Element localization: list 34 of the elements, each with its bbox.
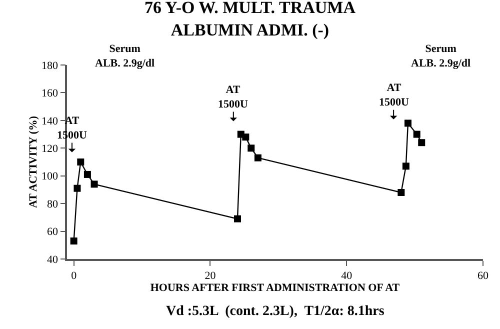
text: Vd :5.3L (cont. 2.3L), T1/2α: 8.1hrs — [166, 304, 385, 319]
y-tick-label: 140 — [42, 115, 59, 128]
annotation: AT 1500U — [379, 82, 409, 108]
point — [254, 154, 262, 162]
point — [413, 130, 420, 138]
y-tick-label: 40 — [47, 254, 59, 266]
y-tick-label: 80 — [47, 198, 59, 210]
point — [242, 134, 250, 141]
annotation: Serum ALB. 2.9g/dl — [411, 43, 471, 70]
y-tick-label: 180 — [42, 60, 59, 72]
point — [234, 215, 241, 222]
x-tick-label: 20 — [204, 270, 216, 282]
point — [248, 144, 255, 152]
point — [402, 162, 410, 170]
point — [77, 158, 84, 166]
point — [74, 184, 81, 192]
point — [418, 139, 426, 146]
annotation: AT 1500U — [218, 84, 248, 110]
y-axis-title: AT ACTIVITY (%) — [28, 116, 40, 208]
annotation: Serum ALB. 2.9g/dl — [95, 43, 155, 70]
point — [70, 237, 78, 244]
x-tick-label: 40 — [341, 270, 353, 282]
y-tick-label: 60 — [47, 226, 59, 238]
chart-title: 76 Y-O W. MULT. TRAUMA ALBUMIN ADMI. (-) — [144, 0, 356, 40]
point — [90, 180, 98, 188]
y-tick-label: 160 — [42, 88, 59, 100]
x-tick-label: 60 — [478, 270, 489, 282]
point — [398, 188, 405, 196]
y-tick-label: 120 — [42, 142, 59, 155]
x-axis-title: HOURS AFTER FIRST ADMINISTRATION OF AT — [150, 282, 400, 294]
y-tick-label: 100 — [42, 170, 59, 183]
point — [404, 120, 412, 127]
point — [84, 170, 91, 178]
x-tick-label: 0 — [71, 270, 78, 282]
